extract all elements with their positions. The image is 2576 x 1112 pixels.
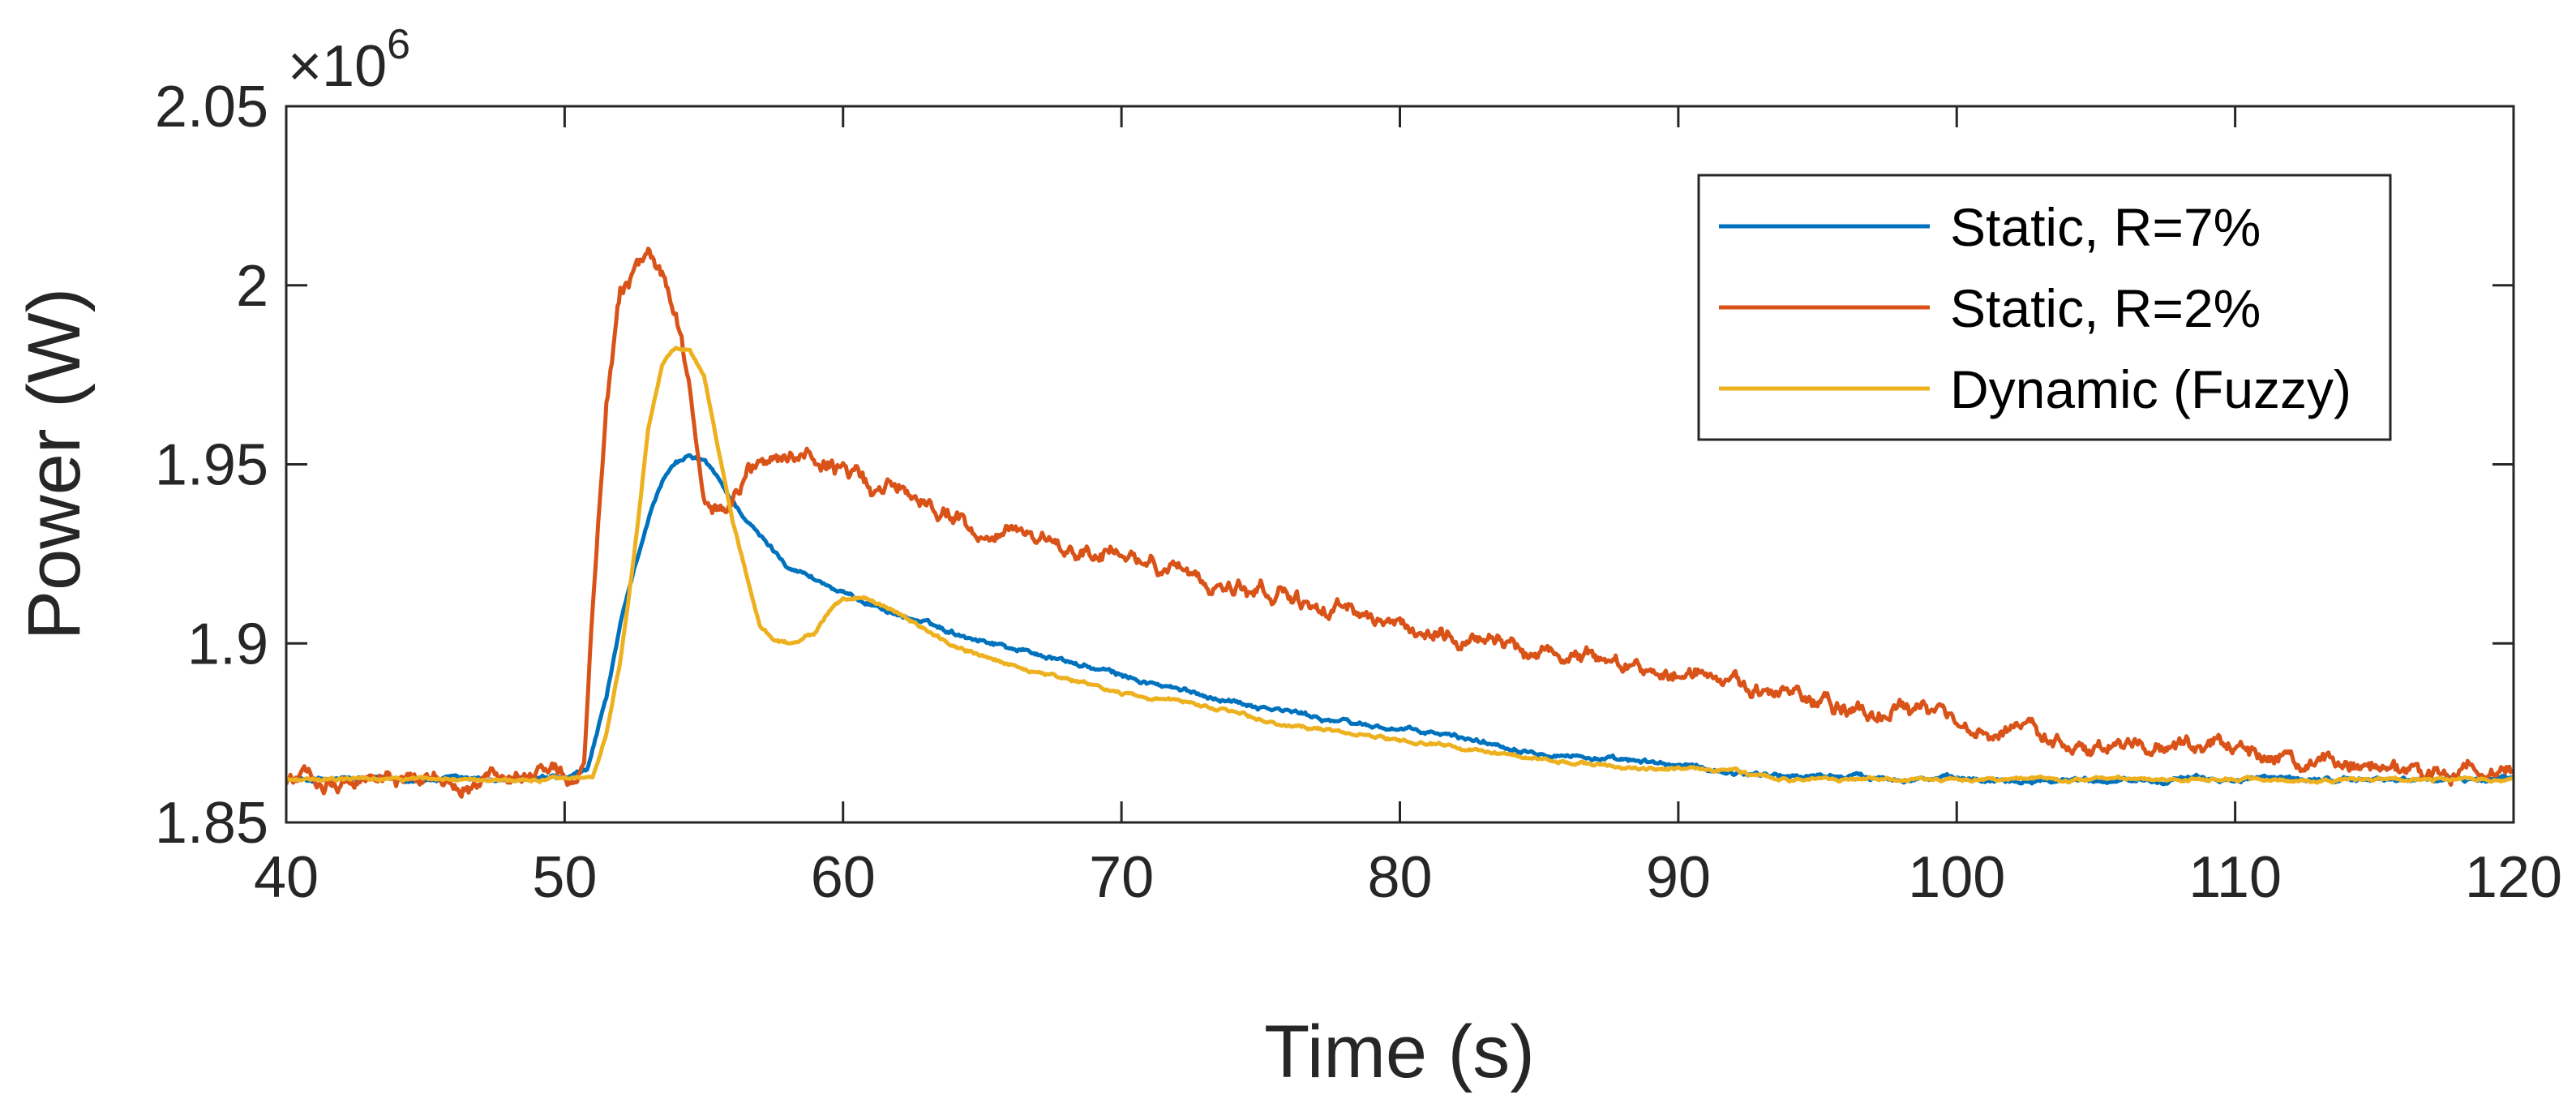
x-tick-label: 90 bbox=[1646, 845, 1711, 910]
y-exponent-label: ×106 bbox=[288, 21, 410, 99]
x-tick-label: 100 bbox=[1908, 845, 2005, 910]
y-tick-label: 2.05 bbox=[155, 75, 268, 140]
legend: Static, R=7% Static, R=2% Dynamic (Fuzzy) bbox=[1697, 174, 2392, 441]
x-tick-label: 50 bbox=[532, 845, 597, 910]
x-tick-label: 70 bbox=[1089, 845, 1154, 910]
series-line-2 bbox=[286, 247, 2514, 799]
y-tick-label: 1.95 bbox=[155, 433, 268, 498]
y-axis-title: Power (W) bbox=[13, 288, 96, 640]
legend-label-2: Static, R=2% bbox=[1950, 278, 2261, 338]
y-tick-label: 2 bbox=[236, 254, 268, 319]
series-layer bbox=[286, 247, 2514, 799]
x-tick-label: 110 bbox=[2188, 845, 2282, 910]
x-tick-label: 60 bbox=[811, 845, 876, 910]
y-tick-label: 1.85 bbox=[155, 791, 268, 856]
y-tick-label: 1.9 bbox=[187, 612, 268, 676]
x-axis-title: Time (s) bbox=[1264, 1011, 1535, 1093]
x-tick-label: 80 bbox=[1367, 845, 1432, 910]
x-tick-label: 120 bbox=[2465, 845, 2562, 910]
x-tick-label: 40 bbox=[254, 845, 319, 910]
legend-label-1: Static, R=7% bbox=[1950, 197, 2261, 257]
tick-layer: 40 50 60 70 80 90 100 110 120 1.85 1.9 1.95 2 2.05 bbox=[155, 75, 2562, 910]
series-line-3 bbox=[286, 346, 2514, 785]
legend-label-3: Dynamic (Fuzzy) bbox=[1950, 359, 2351, 419]
